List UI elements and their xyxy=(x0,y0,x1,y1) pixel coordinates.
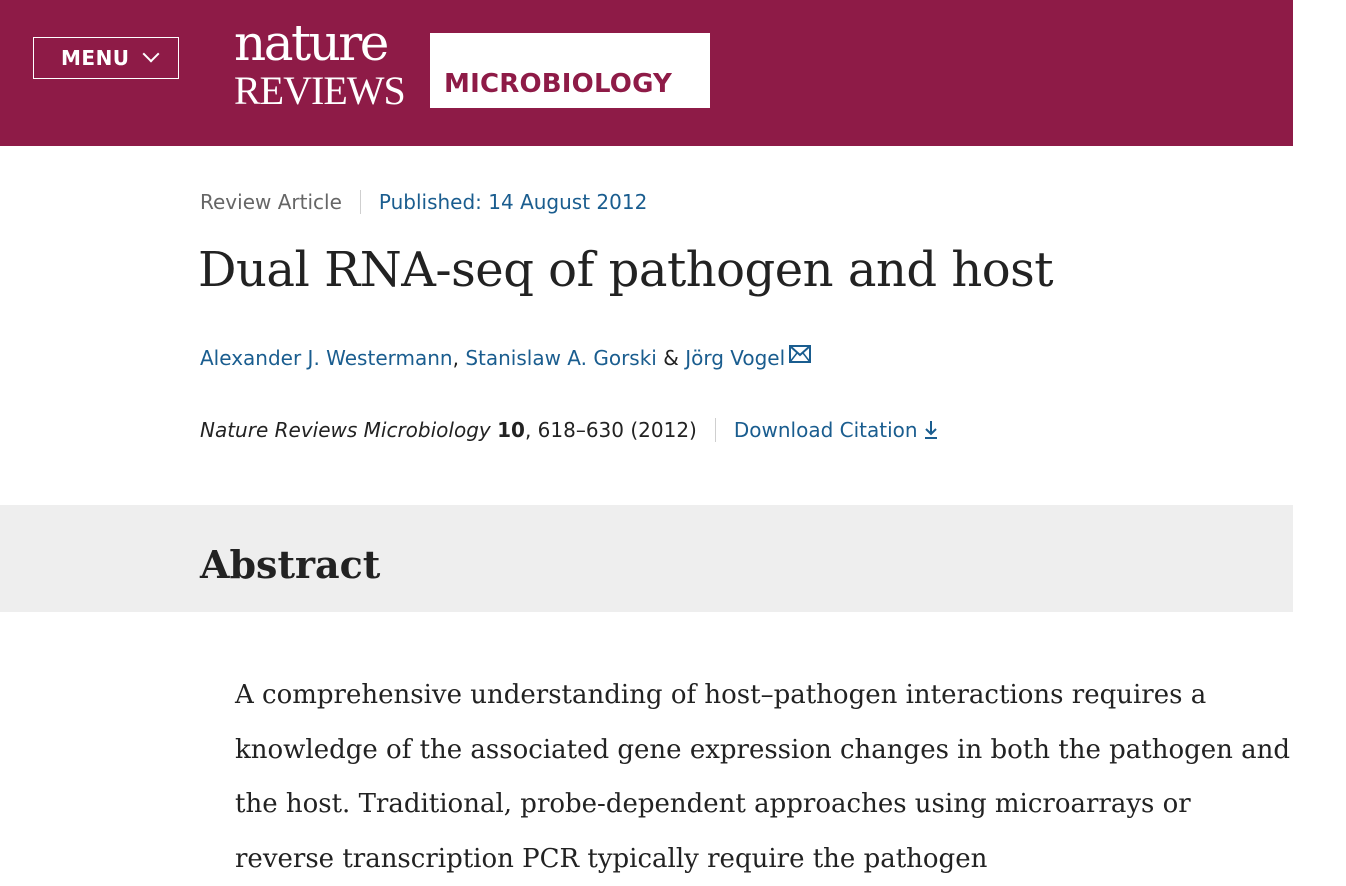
meta-divider xyxy=(359,190,361,214)
site-header: MENU nature REVIEWS MICROBIOLOGY xyxy=(0,0,1293,146)
author-link[interactable]: Alexander J. Westermann xyxy=(200,346,453,370)
article-title: Dual RNA-seq of pathogen and host xyxy=(198,242,1054,298)
download-citation-link[interactable]: Download Citation xyxy=(734,418,938,442)
logo-journal-box: MICROBIOLOGY xyxy=(430,33,710,108)
download-citation-label: Download Citation xyxy=(733,418,918,442)
journal-logo[interactable]: nature REVIEWS MICROBIOLOGY xyxy=(234,18,714,113)
logo-reviews-text: REVIEWS xyxy=(234,68,406,113)
citation-volume: 10 xyxy=(497,418,525,442)
published-date: Published: 14 August 2012 xyxy=(378,190,648,214)
author-link[interactable]: Jörg Vogel xyxy=(685,346,786,370)
article-type: Review Article xyxy=(200,190,342,214)
download-arrow-icon xyxy=(924,421,937,439)
chevron-down-icon xyxy=(142,45,160,62)
abstract-text: A comprehensive understanding of host–pa… xyxy=(235,680,1291,874)
mail-icon[interactable] xyxy=(789,344,812,368)
citation-journal: Nature Reviews Microbiology xyxy=(200,418,491,442)
menu-button[interactable]: MENU xyxy=(33,37,179,79)
abstract-header-band xyxy=(0,505,1293,612)
logo-nature-text: nature xyxy=(234,14,389,72)
abstract-heading: Abstract xyxy=(200,542,381,587)
citation-divider xyxy=(714,418,716,442)
citation-line: Nature Reviews Microbiology 10, 618–630 … xyxy=(200,418,938,442)
citation-pages: , 618–630 (2012) xyxy=(524,418,697,442)
menu-label: MENU xyxy=(61,46,130,70)
logo-journal-text: MICROBIOLOGY xyxy=(444,69,673,99)
author-separator: , xyxy=(452,346,459,370)
author-link[interactable]: Stanislaw A. Gorski xyxy=(465,346,657,370)
author-list: Alexander J. Westermann, Stanislaw A. Go… xyxy=(200,344,812,370)
article-meta: Review Article Published: 14 August 2012 xyxy=(200,190,647,214)
author-and: & xyxy=(663,346,679,370)
